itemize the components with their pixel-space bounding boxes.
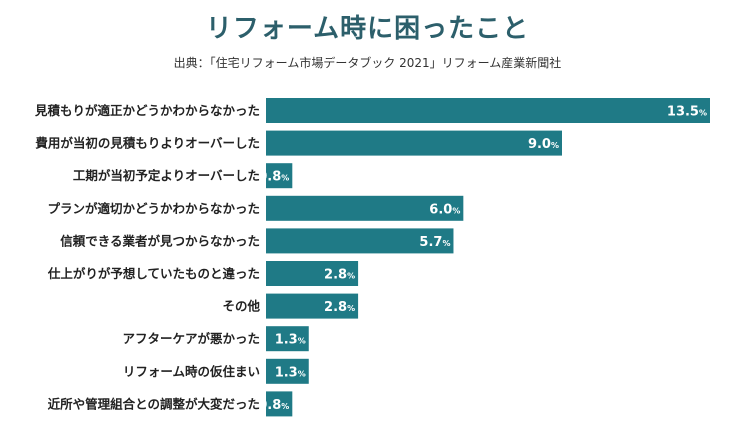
value-label: 2.8%: [324, 300, 355, 315]
category-label: 工期が当初予定よりオーバーした: [73, 168, 260, 183]
bar: [266, 261, 359, 286]
category-label: 仕上がりが予想していたものと違った: [47, 266, 260, 281]
chart-title: リフォーム時に困ったこと: [205, 14, 530, 44]
category-label: 近所や管理組合との調整が大変だった: [48, 396, 260, 411]
bar: [266, 293, 359, 319]
category-label: アフターケアが悪かった: [122, 331, 260, 346]
value-label: 6.0%: [429, 202, 460, 217]
value-label: 2.8%: [324, 268, 355, 283]
bar: [266, 391, 293, 417]
value-label: 5.7%: [419, 235, 450, 250]
bar: [266, 228, 454, 254]
bar: [266, 130, 562, 156]
value-label: 0.8%: [258, 170, 289, 185]
source-citation: 出典：「住宅リフォーム市場データブック 2021」リフォーム産業新聞社: [173, 56, 562, 70]
bar: [266, 163, 293, 189]
value-label: 1.3%: [275, 333, 306, 348]
category-label: プランが適切かどうかわからなかった: [47, 201, 260, 216]
category-label: 信頼できる業者が見つからなかった: [60, 233, 260, 248]
bar: [266, 358, 309, 384]
category-label: その他: [222, 299, 260, 314]
category-label: リフォーム時の仮住まい: [123, 364, 260, 379]
value-label: 9.0%: [528, 137, 559, 152]
category-label: 費用が当初の見積もりよりオーバーした: [35, 136, 260, 151]
bar: [266, 195, 464, 221]
bar: [266, 98, 710, 123]
value-label: 1.3%: [275, 365, 306, 380]
value-label: 13.5%: [667, 105, 707, 120]
value-label: 0.8%: [258, 398, 289, 413]
category-label: 見積もりが適正かどうかわからなかった: [34, 103, 260, 118]
bar: [266, 326, 309, 352]
